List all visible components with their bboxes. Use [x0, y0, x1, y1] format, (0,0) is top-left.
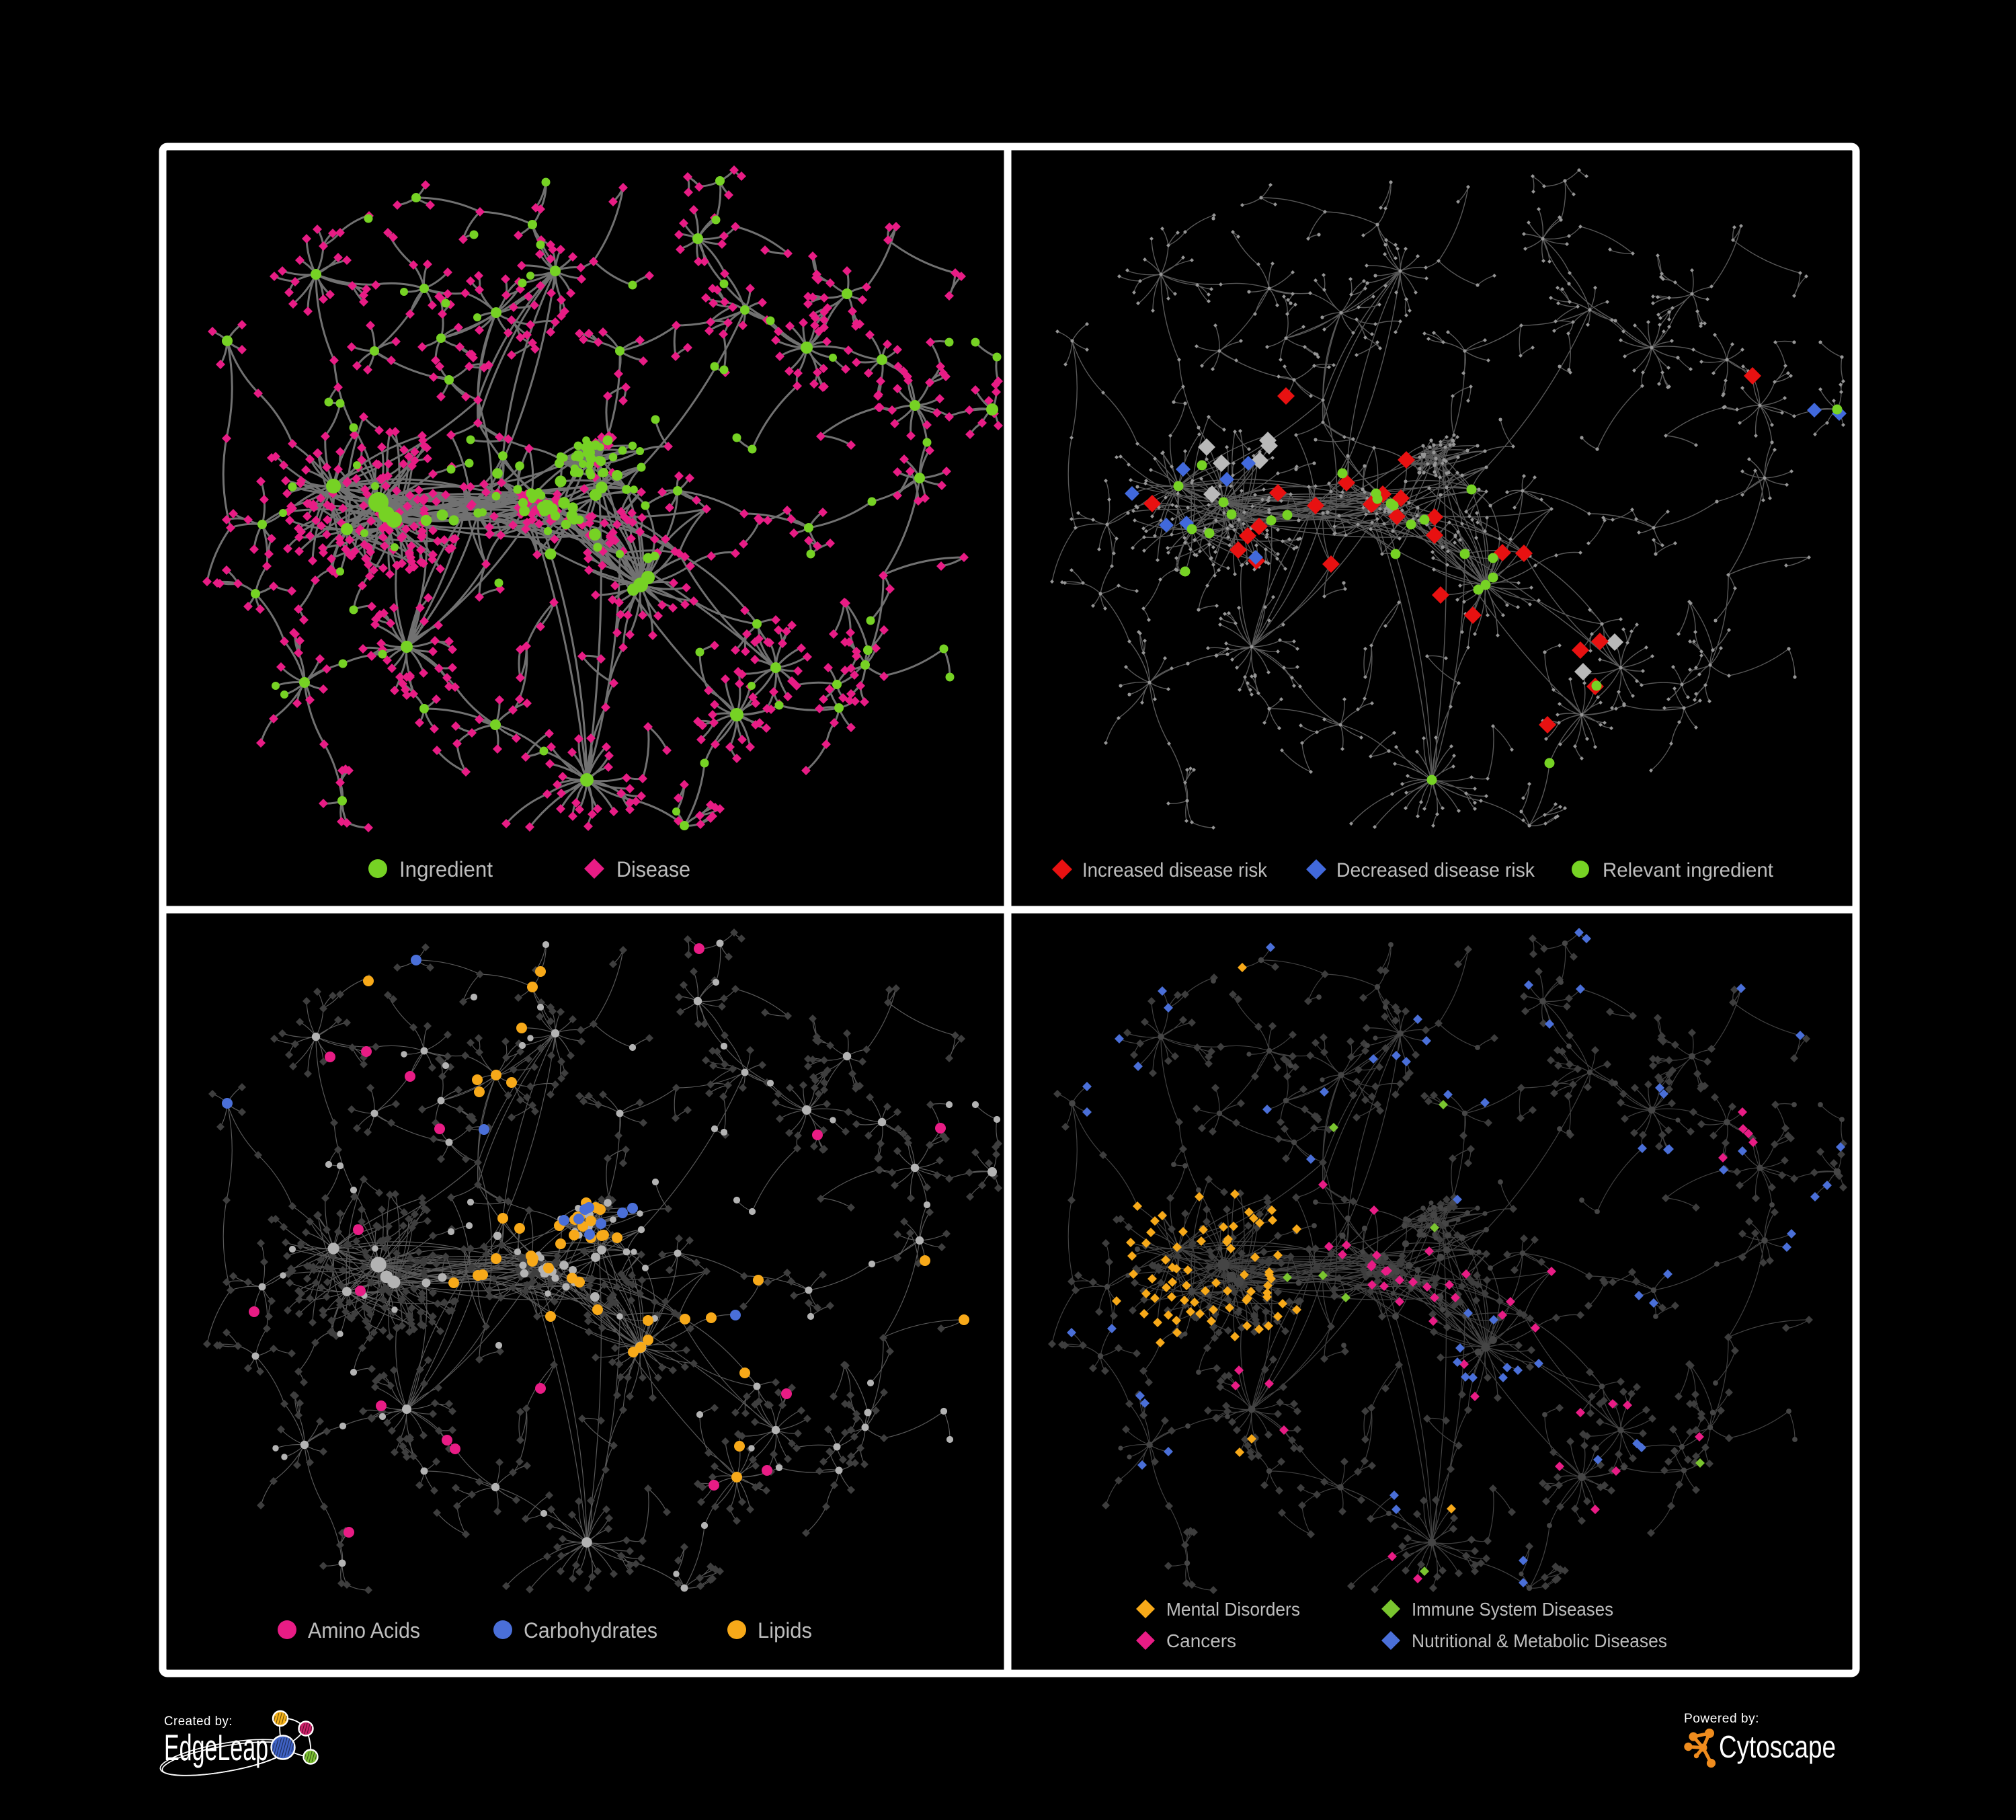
svg-text:Immune System Diseases: Immune System Diseases	[1412, 1599, 1613, 1620]
svg-text:Created by:: Created by:	[164, 1714, 233, 1729]
svg-text:Ingredient: Ingredient	[399, 857, 493, 881]
svg-text:Decreased disease risk: Decreased disease risk	[1336, 859, 1535, 881]
svg-text:Increased disease risk: Increased disease risk	[1082, 859, 1268, 881]
svg-text:Cancers: Cancers	[1166, 1630, 1236, 1651]
svg-text:Carbohydrates: Carbohydrates	[524, 1618, 657, 1643]
svg-text:Nutritional & Metabolic Diseas: Nutritional & Metabolic Diseases	[1412, 1630, 1667, 1651]
svg-text:Amino Acids: Amino Acids	[308, 1618, 420, 1643]
svg-text:Relevant ingredient: Relevant ingredient	[1603, 859, 1774, 881]
svg-text:Mental Disorders: Mental Disorders	[1166, 1599, 1300, 1620]
svg-text:Powered by:: Powered by:	[1684, 1712, 1759, 1726]
svg-text:Disease: Disease	[616, 857, 690, 881]
svg-text:EdgeLeap: EdgeLeap	[164, 1727, 268, 1768]
svg-text:Lipids: Lipids	[758, 1618, 812, 1643]
svg-text:Cytoscape: Cytoscape	[1719, 1729, 1836, 1764]
